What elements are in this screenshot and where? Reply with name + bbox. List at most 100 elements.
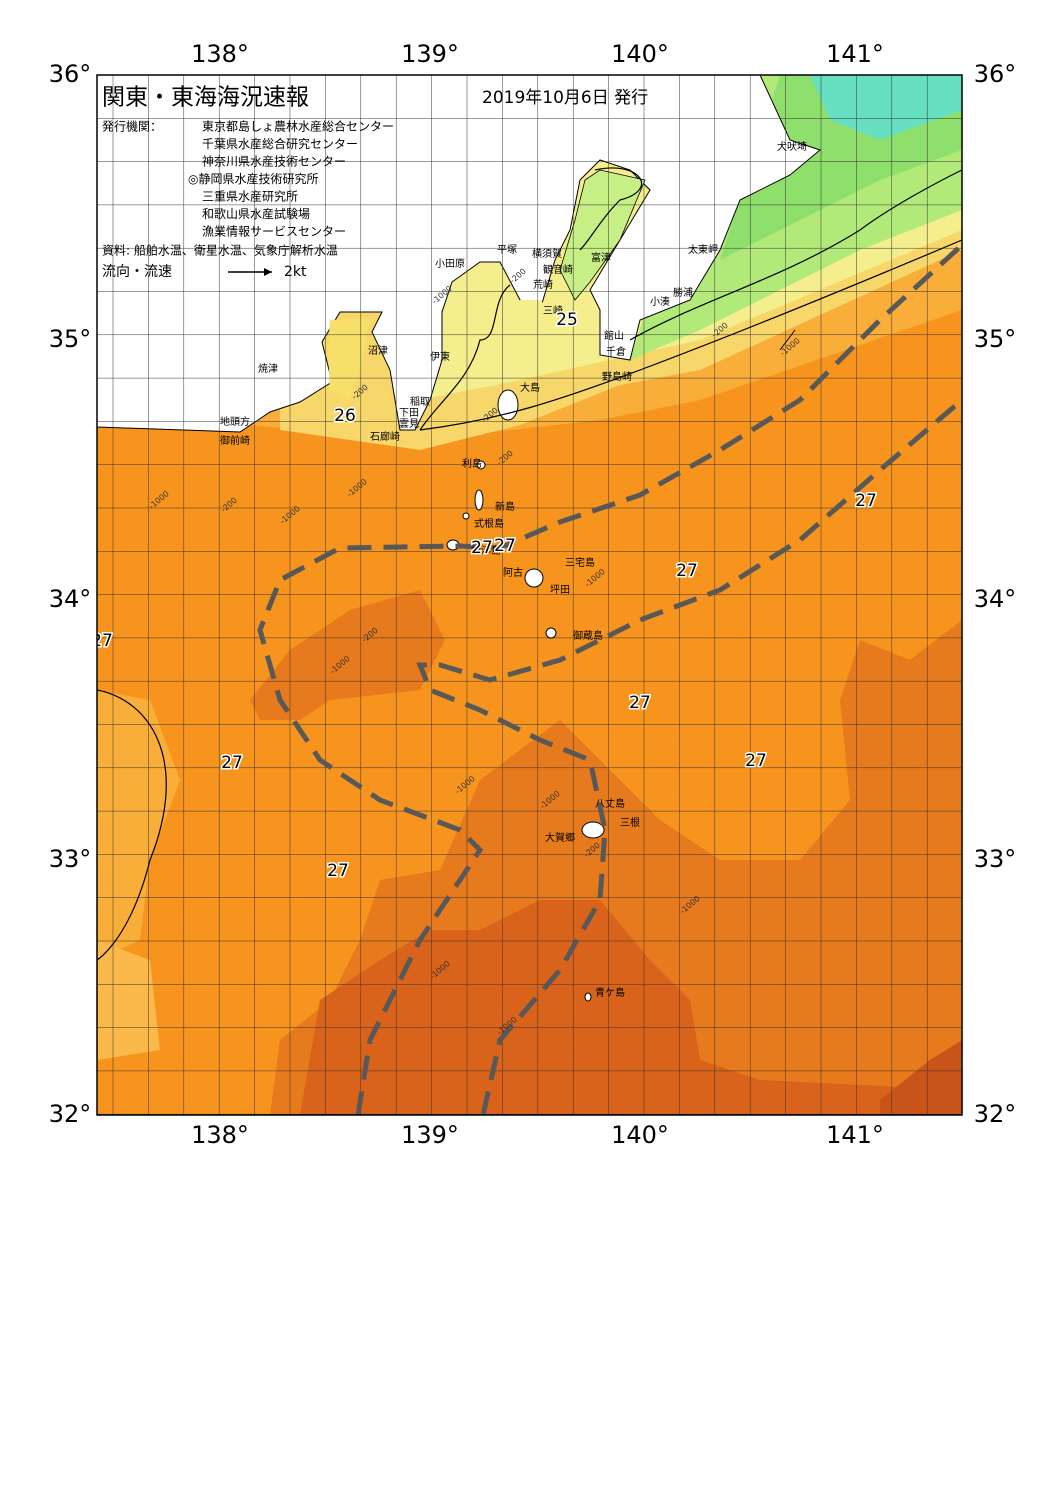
- temperature-label: 27: [494, 536, 516, 556]
- temperature-label: 27: [676, 561, 698, 581]
- longitude-label: 140°: [611, 40, 669, 68]
- place-label: 阿古: [503, 566, 523, 579]
- isotherm: [97, 689, 167, 961]
- issuer: 三重県水産研究所: [202, 189, 298, 204]
- place-label: 小湊: [650, 295, 670, 308]
- issuer: 千葉県水産総合研究センター: [202, 136, 358, 151]
- place-label: 三崎: [543, 304, 563, 317]
- place-label: 大島: [520, 381, 540, 394]
- island: [524, 568, 544, 588]
- sea-zone-warm: [97, 690, 180, 960]
- sagami-bay: [455, 300, 560, 340]
- issuer-label: 発行機関：: [102, 119, 162, 134]
- latitude-label: 35°: [49, 325, 92, 353]
- place-label: 御蔵島: [573, 629, 603, 642]
- place-label: 観音崎: [543, 263, 573, 276]
- place-label: 伊東: [430, 350, 450, 363]
- latitude-label: 33°: [49, 845, 92, 873]
- latitude-label: 34°: [49, 585, 92, 613]
- isotherm: [419, 239, 962, 431]
- place-label: 太東岬: [688, 243, 718, 256]
- temperature-label: 27: [629, 693, 651, 713]
- latitude-label: 32°: [49, 1100, 92, 1128]
- island: [581, 821, 605, 839]
- place-label: 平塚: [497, 244, 517, 256]
- flow-scale: 2kt: [284, 264, 307, 280]
- longitude-label: 141°: [826, 40, 884, 68]
- place-label: 沼津: [368, 344, 388, 357]
- temperature-label: 26: [334, 406, 356, 426]
- island: [476, 460, 486, 470]
- kuroshio-axis: [257, 243, 962, 1115]
- place-label: 勝浦: [673, 286, 693, 299]
- current-path: [257, 243, 962, 1115]
- island: [584, 992, 592, 1002]
- place-label: 荒崎: [533, 278, 553, 291]
- issuer: ◎静岡県水産技術研究所: [188, 171, 318, 186]
- latitude-label: 35°: [974, 325, 1017, 353]
- isotherm: [629, 169, 962, 341]
- temperature-label: 27: [327, 861, 349, 881]
- place-label: 神津島: [471, 544, 501, 557]
- place-label: 地頭方: [220, 415, 250, 428]
- place-label: 石廊崎: [370, 430, 400, 443]
- place-label: 八丈島: [595, 797, 625, 810]
- tokyo-bay: [559, 169, 646, 301]
- place-label: 犬吠埼: [777, 140, 807, 153]
- sea-zone-hottest: [880, 1040, 962, 1115]
- place-label: 御前崎: [220, 434, 250, 447]
- title: 関東・東海海況速報: [102, 85, 309, 111]
- temperature-label: 27: [855, 491, 877, 511]
- place-label: 三根: [620, 816, 640, 829]
- longitude-label: 140°: [611, 1121, 669, 1149]
- temperature-label: 27: [471, 538, 493, 558]
- place-label: 雲見: [399, 418, 419, 430]
- longitude-label: 138°: [191, 1121, 249, 1149]
- issue-date: 2019年10月6日 発行: [482, 88, 648, 108]
- suruga-bay: [328, 318, 370, 400]
- temperature-label: 27: [745, 751, 767, 771]
- place-label: 焼津: [258, 363, 278, 375]
- longitude-label: 141°: [826, 1121, 884, 1149]
- isotherms: [97, 167, 962, 961]
- place-label: 利島: [462, 457, 482, 470]
- map-frame: [96, 74, 963, 1116]
- axis-labels: 138° 138° 139° 139° 140° 140° 141° 141° 36° 36° 35…: [49, 40, 1017, 1149]
- latitude-label: 36°: [49, 60, 92, 88]
- flow-scale-arrowhead: [264, 268, 272, 276]
- place-label: 館山: [604, 329, 624, 342]
- latitude-label: 32°: [974, 1100, 1017, 1128]
- issuer: 和歌山県水産試験場: [202, 206, 310, 221]
- place-label: 式根島: [474, 517, 504, 530]
- place-label: 千倉: [606, 345, 626, 358]
- place-label: 大賀郷: [545, 831, 575, 844]
- place-label: 坪田: [550, 583, 570, 596]
- isotherm: [419, 284, 511, 431]
- temperature-label: 25: [556, 310, 578, 330]
- place-label: 横須賀: [532, 247, 562, 260]
- longitude-label: 139°: [401, 40, 459, 68]
- flow-label: 流向・流速: [102, 264, 172, 280]
- island: [462, 512, 470, 520]
- longitude-label: 139°: [401, 1121, 459, 1149]
- isotherm: [579, 167, 642, 251]
- place-label: 富津: [591, 251, 611, 264]
- sea-zone-cold: [810, 75, 962, 140]
- source: 資料: 船舶水温、衛星水温、気象庁解析水温: [102, 243, 338, 258]
- sea-zone-hottest: [300, 900, 962, 1115]
- place-label: 三宅島: [565, 556, 595, 569]
- island: [474, 489, 484, 511]
- latitude-label: 34°: [974, 585, 1017, 613]
- place-label: 下田: [399, 408, 419, 419]
- island: [545, 627, 557, 639]
- issuer: 東京都島しょ農林水産総合センター: [202, 119, 394, 134]
- latitude-label: 33°: [974, 845, 1017, 873]
- temperature-label: 27: [91, 631, 113, 651]
- temperature-label: 27: [221, 753, 243, 773]
- issuer: 漁業情報サービスセンター: [202, 225, 346, 239]
- current-path: [416, 398, 962, 1115]
- longitude-label: 138°: [191, 40, 249, 68]
